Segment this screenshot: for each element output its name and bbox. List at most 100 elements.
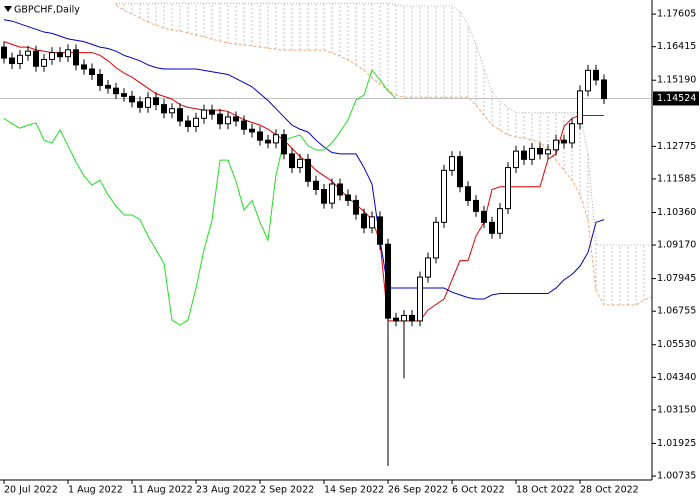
candle-body: [465, 186, 471, 201]
candle-body: [545, 149, 551, 155]
indicator-line: [3, 19, 605, 300]
candle-body: [257, 131, 263, 141]
candle-body: [489, 221, 495, 234]
last-price-box: [653, 91, 699, 106]
candle-body: [17, 54, 23, 65]
candle-body: [585, 69, 591, 92]
candle-body: [337, 183, 343, 196]
x-tick-label: 23 Aug 2022: [196, 485, 257, 496]
candle-body: [121, 93, 127, 97]
candle-body: [505, 167, 511, 210]
candle-body: [377, 216, 383, 245]
candle-body: [33, 50, 39, 67]
y-tick-label: 1.12775: [657, 141, 696, 152]
candle-body: [385, 243, 391, 319]
candle-body: [137, 101, 143, 108]
x-tick-label: 14 Sep 2022: [324, 485, 384, 496]
candle-body: [321, 188, 327, 204]
candle-body: [241, 120, 247, 130]
candle-body: [41, 58, 47, 67]
y-tick-label: 1.01925: [657, 438, 696, 449]
candle-body: [473, 199, 479, 212]
candle-body: [369, 216, 375, 229]
cloud-edge: [116, 2, 652, 246]
candle-body: [105, 84, 111, 89]
candle-body: [305, 158, 311, 182]
candle-body: [273, 134, 279, 144]
candle-body: [601, 79, 607, 100]
y-tick-label: 1.05530: [657, 339, 696, 350]
candle-body: [561, 139, 567, 144]
candle-body: [593, 69, 599, 81]
candle-body: [289, 153, 295, 169]
candle-body: [169, 108, 175, 114]
x-tick-label: 26 Sep 2022: [388, 485, 448, 496]
candle-body: [409, 314, 415, 322]
candle-body: [345, 194, 351, 201]
candle-body: [393, 317, 399, 322]
candle-body: [361, 213, 367, 229]
candle-body: [513, 150, 519, 169]
candle-body: [209, 109, 215, 115]
candle-body: [529, 147, 535, 160]
candle-body: [329, 183, 335, 204]
y-tick-label: 1.07945: [657, 273, 696, 284]
candle-body: [9, 57, 15, 65]
candle-body: [569, 123, 575, 144]
candle-body: [57, 52, 63, 58]
candle-body: [145, 97, 151, 108]
candle-body: [537, 147, 543, 155]
candle-body: [185, 120, 191, 128]
candle-body: [177, 108, 183, 122]
candle-body: [433, 221, 439, 259]
y-tick-label: 1.16415: [657, 41, 696, 52]
candle-body: [201, 109, 207, 119]
x-tick-label: 11 Aug 2022: [132, 485, 193, 496]
candle-body: [521, 150, 527, 160]
candle-body: [441, 169, 447, 223]
x-tick-label: 18 Oct 2022: [516, 485, 575, 496]
candle-body: [313, 180, 319, 190]
x-tick-label: 2 Sep 2022: [260, 485, 314, 496]
candle-body: [233, 116, 239, 122]
y-tick-label: 1.15190: [657, 75, 696, 86]
plot-area: [0, 2, 652, 467]
candle-body: [417, 276, 423, 322]
candle-body: [97, 73, 103, 86]
candle-body: [553, 139, 559, 151]
y-tick-label: 1.09170: [657, 240, 696, 251]
candle-body: [225, 116, 231, 125]
candle-body: [497, 208, 503, 234]
indicator-line: [3, 41, 604, 322]
x-tick-label: 1 Aug 2022: [68, 485, 123, 496]
candle-body: [153, 97, 159, 106]
candle-body: [297, 158, 303, 169]
candle-body: [25, 50, 31, 56]
candle-body: [425, 257, 431, 278]
y-tick-label: 1.10360: [657, 207, 696, 218]
candle-body: [49, 52, 55, 60]
y-tick-label: 1.03150: [657, 404, 696, 415]
candle-body: [281, 134, 287, 155]
chart-title: GBPCHF,Daily: [14, 5, 80, 16]
candle-body: [577, 90, 583, 125]
candle-body: [1, 46, 7, 59]
candle-body: [353, 199, 359, 215]
last-price-label: 1.14524: [657, 93, 696, 104]
candle-body: [65, 49, 71, 58]
candle-body: [89, 68, 95, 75]
y-tick-label: 1.17605: [657, 9, 696, 20]
candle-body: [193, 117, 199, 128]
cloud-edge: [115, 4, 652, 306]
x-tick-label: 20 Jul 2022: [4, 485, 58, 496]
candle-body: [129, 95, 135, 103]
candle-body: [449, 156, 455, 171]
y-tick-label: 1.00735: [657, 471, 696, 482]
candle-body: [457, 156, 463, 188]
indicator-line: [3, 69, 397, 326]
y-tick-label: 1.04340: [657, 372, 696, 383]
candle-body: [249, 128, 255, 133]
candle-body: [73, 49, 79, 66]
